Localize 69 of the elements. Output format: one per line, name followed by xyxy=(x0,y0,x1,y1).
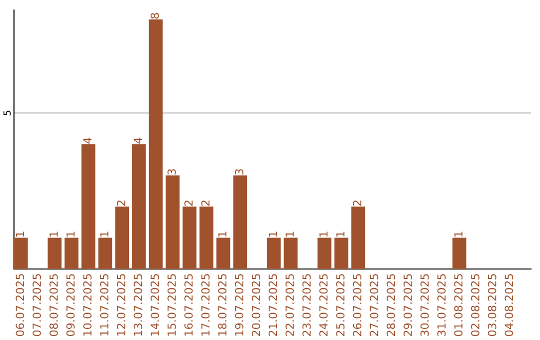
data-label: 1 xyxy=(100,232,108,237)
data-label: 4 xyxy=(134,138,142,144)
x-tick-label: 24.07.2025 xyxy=(319,274,328,336)
x-tick-label: 03.08.2025 xyxy=(488,274,496,336)
data-label: 1 xyxy=(454,232,462,237)
bar xyxy=(334,238,348,269)
data-label: 8 xyxy=(150,13,160,19)
bar xyxy=(233,175,248,269)
bar xyxy=(266,238,281,269)
data-label: 1 xyxy=(66,232,75,237)
data-label: 1 xyxy=(16,232,24,237)
x-tick-label: 02.08.2025 xyxy=(471,274,480,336)
x-tick-label: 17.07.2025 xyxy=(201,274,210,336)
bar xyxy=(199,206,214,269)
data-label: 3 xyxy=(167,169,176,175)
data-label: 2 xyxy=(116,200,126,206)
x-tick-label: 25.07.2025 xyxy=(336,274,345,336)
bar xyxy=(98,238,112,269)
data-label: 3 xyxy=(234,169,244,175)
x-tick-label: 21.07.2025 xyxy=(268,274,278,336)
x-tick-label: 18.07.2025 xyxy=(218,274,226,336)
x-tick-label: 16.07.2025 xyxy=(184,274,193,336)
bar xyxy=(115,206,129,269)
data-label: 2 xyxy=(184,200,193,206)
x-tick-label: 30.07.2025 xyxy=(420,274,429,336)
x-tick-label: 06.07.2025 xyxy=(16,274,24,336)
x-tick-label: 09.07.2025 xyxy=(66,274,75,336)
data-label: 1 xyxy=(319,232,328,237)
x-tick-label: 22.07.2025 xyxy=(286,274,294,336)
bar xyxy=(452,238,466,269)
y-tick-label: 5 xyxy=(4,110,11,116)
x-tick-label: 04.08.2025 xyxy=(504,274,514,336)
x-tick-label: 07.07.2025 xyxy=(32,274,41,336)
x-tick-label: 01.08.2025 xyxy=(454,274,463,336)
bar xyxy=(216,238,230,269)
data-label: 2 xyxy=(201,200,210,206)
x-tick-label: 10.07.2025 xyxy=(83,274,92,336)
x-tick-label: 15.07.2025 xyxy=(167,274,176,336)
x-tick-label: 13.07.2025 xyxy=(134,274,142,336)
x-tick-label: 14.07.2025 xyxy=(150,274,160,336)
data-label: 4 xyxy=(83,138,92,144)
x-tick-label: 23.07.2025 xyxy=(302,274,311,336)
data-label: 1 xyxy=(50,232,58,237)
x-tick-label: 19.07.2025 xyxy=(234,274,244,336)
x-tick-label: 12.07.2025 xyxy=(116,274,126,336)
bar xyxy=(81,144,96,269)
bar xyxy=(64,238,78,269)
data-label: 1 xyxy=(336,232,344,237)
x-tick-label: 29.07.2025 xyxy=(404,274,412,336)
bar xyxy=(318,238,332,269)
data-label: 1 xyxy=(286,232,294,237)
x-tick-label: 11.07.2025 xyxy=(100,274,108,336)
bar xyxy=(166,175,180,269)
x-tick-label: 26.07.2025 xyxy=(352,274,362,336)
x-tick-label: 20.07.2025 xyxy=(252,274,260,336)
data-label: 1 xyxy=(268,232,277,237)
bar xyxy=(148,19,163,269)
bar xyxy=(182,206,196,269)
bar xyxy=(14,238,28,269)
bar xyxy=(284,238,298,269)
x-tick-label: 27.07.2025 xyxy=(370,274,378,336)
x-tick-label: 31.07.2025 xyxy=(437,274,446,336)
bar xyxy=(132,144,146,269)
x-tick-label: 08.07.2025 xyxy=(49,274,58,336)
data-label: 2 xyxy=(352,200,362,206)
data-label: 1 xyxy=(218,232,226,237)
x-tick-label: 28.07.2025 xyxy=(386,274,396,336)
bar xyxy=(48,238,62,269)
bar xyxy=(351,206,366,269)
